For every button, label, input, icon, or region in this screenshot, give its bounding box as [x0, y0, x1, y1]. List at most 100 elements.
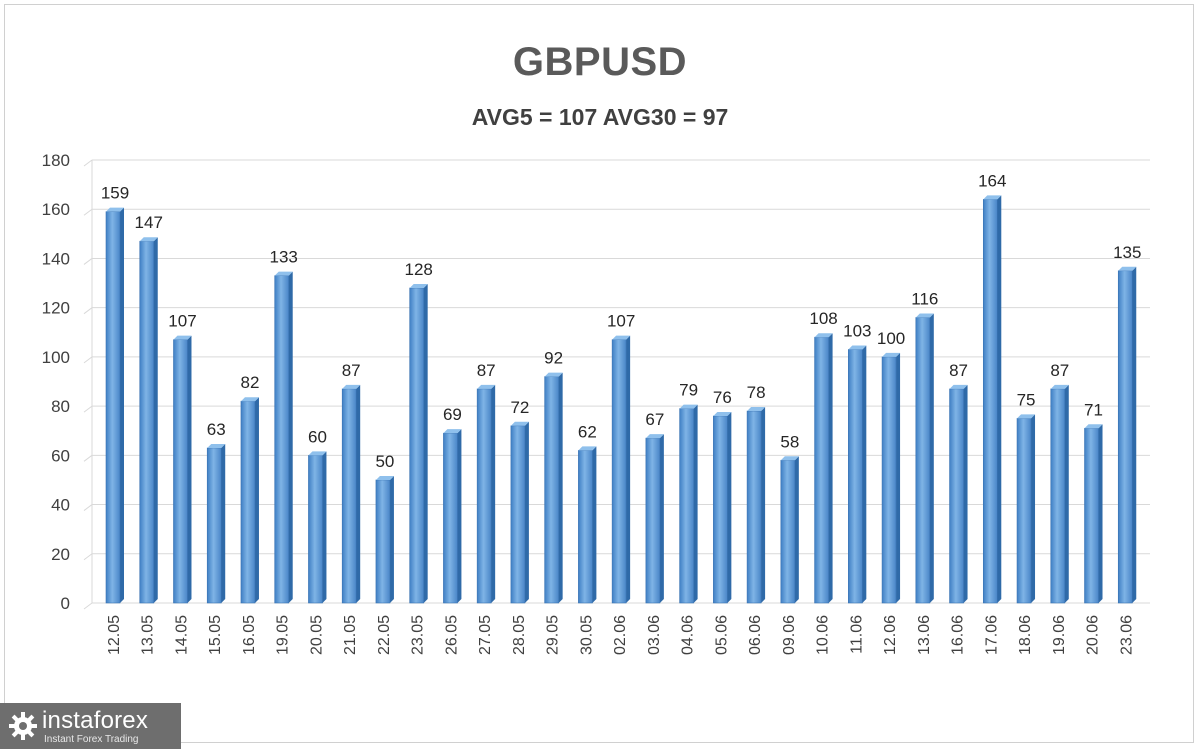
- gridline-depth: [83, 356, 93, 364]
- x-tick-label: 21.05: [342, 615, 359, 655]
- instaforex-logo: instaforex Instant Forex Trading: [0, 703, 181, 749]
- y-tick-label: 120: [42, 299, 70, 318]
- data-label: 71: [1084, 400, 1103, 419]
- bar-face: [713, 415, 728, 604]
- x-tick-label: 15.05: [207, 615, 224, 655]
- bar-face: [949, 388, 964, 604]
- data-label: 60: [308, 427, 327, 446]
- bar: [982, 195, 1002, 604]
- bar-side: [727, 411, 732, 603]
- bar-top: [949, 384, 968, 389]
- bar: [375, 475, 394, 604]
- x-tick-label: 29.05: [545, 615, 562, 655]
- bars: [105, 195, 1137, 604]
- data-label: 128: [404, 260, 432, 279]
- bar: [1050, 384, 1069, 604]
- x-tick-label: 28.05: [511, 615, 528, 655]
- bar-top: [814, 333, 833, 338]
- bar: [746, 407, 766, 604]
- bar-top: [274, 271, 293, 276]
- y-tick-label: 60: [51, 446, 70, 465]
- bar-face: [544, 376, 559, 604]
- bar-top: [308, 451, 327, 456]
- bar: [780, 456, 799, 604]
- bar-top: [1118, 266, 1137, 271]
- y-tick-label: 80: [51, 397, 70, 416]
- bar-face: [1016, 418, 1032, 604]
- data-label: 50: [375, 452, 394, 471]
- bar-face: [1117, 270, 1133, 604]
- gridline-depth: [83, 159, 93, 167]
- bar: [645, 434, 664, 604]
- x-tick-label: 20.05: [308, 615, 325, 655]
- logo-brand: instaforex: [42, 707, 149, 734]
- bar-side: [626, 335, 631, 603]
- data-label: 159: [101, 184, 129, 203]
- bar-side: [288, 271, 293, 603]
- bar-face: [881, 356, 897, 604]
- y-tick-label: 160: [42, 200, 70, 219]
- bar: [105, 207, 124, 604]
- x-tick-label: 10.06: [815, 615, 832, 655]
- x-tick-label: 16.05: [241, 615, 258, 655]
- data-label: 58: [780, 432, 799, 451]
- x-tick-label: 13.06: [916, 615, 933, 655]
- bar: [1084, 424, 1103, 604]
- bar: [274, 271, 293, 604]
- bar-face: [240, 400, 256, 604]
- x-tick-label: 19.06: [1051, 615, 1068, 655]
- gridline-depth: [83, 307, 93, 315]
- bar-top: [106, 207, 124, 212]
- bar: [409, 283, 428, 604]
- data-label: 87: [477, 361, 496, 380]
- bar: [341, 384, 361, 604]
- bar-face: [341, 388, 357, 604]
- bar: [848, 345, 867, 604]
- bar-face: [443, 432, 458, 604]
- bar-top: [409, 283, 428, 288]
- bar-side: [828, 333, 833, 603]
- data-label: 92: [544, 349, 563, 368]
- gridline-depth: [83, 504, 93, 511]
- x-tick-label: 16.06: [950, 615, 967, 655]
- bar-side: [794, 456, 799, 603]
- data-labels: 159 147 107 63 82 133 60 87 50 128 69 87 72 92 62 107 67…: [101, 171, 1142, 471]
- bar-top: [1084, 424, 1103, 429]
- bar: [443, 429, 462, 604]
- bar-side: [423, 283, 428, 603]
- bar-top: [882, 352, 901, 357]
- gear-logo-icon: [9, 712, 37, 740]
- x-tick-label: 27.05: [477, 615, 494, 655]
- bar: [949, 384, 968, 604]
- gridline-depth: [83, 208, 93, 216]
- data-label: 116: [911, 290, 938, 309]
- bar: [578, 446, 597, 604]
- bar-side: [761, 407, 766, 603]
- gridline-depth: [83, 258, 93, 265]
- bar-face: [814, 336, 829, 604]
- data-label: 78: [747, 383, 766, 402]
- data-label: 100: [877, 329, 905, 348]
- data-label: 107: [168, 312, 196, 331]
- bar-face: [139, 240, 155, 604]
- bar-top: [342, 384, 361, 389]
- bar-side: [322, 451, 327, 603]
- bar-side: [558, 372, 563, 603]
- bar-top: [139, 237, 158, 242]
- bar: [915, 313, 934, 604]
- x-tick-label: 18.06: [1017, 615, 1034, 655]
- data-label: 164: [978, 171, 1006, 190]
- data-label: 107: [607, 312, 635, 331]
- bar-side: [1098, 424, 1103, 603]
- bar-side: [120, 207, 124, 603]
- bar: [1117, 266, 1137, 604]
- bar-top: [240, 397, 259, 402]
- bar-face: [173, 339, 188, 604]
- y-axis-ticks: 0 20 40 60 80 100 120 140 160 180: [42, 151, 70, 613]
- bar-top: [848, 345, 867, 350]
- data-label: 62: [578, 422, 597, 441]
- bar-side: [254, 397, 259, 603]
- bar-top: [578, 446, 597, 451]
- bar-top: [1050, 384, 1069, 389]
